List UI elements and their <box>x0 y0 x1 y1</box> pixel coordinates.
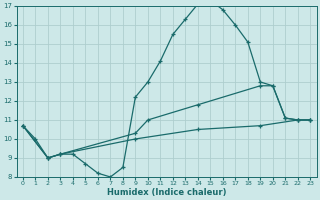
X-axis label: Humidex (Indice chaleur): Humidex (Indice chaleur) <box>107 188 226 197</box>
